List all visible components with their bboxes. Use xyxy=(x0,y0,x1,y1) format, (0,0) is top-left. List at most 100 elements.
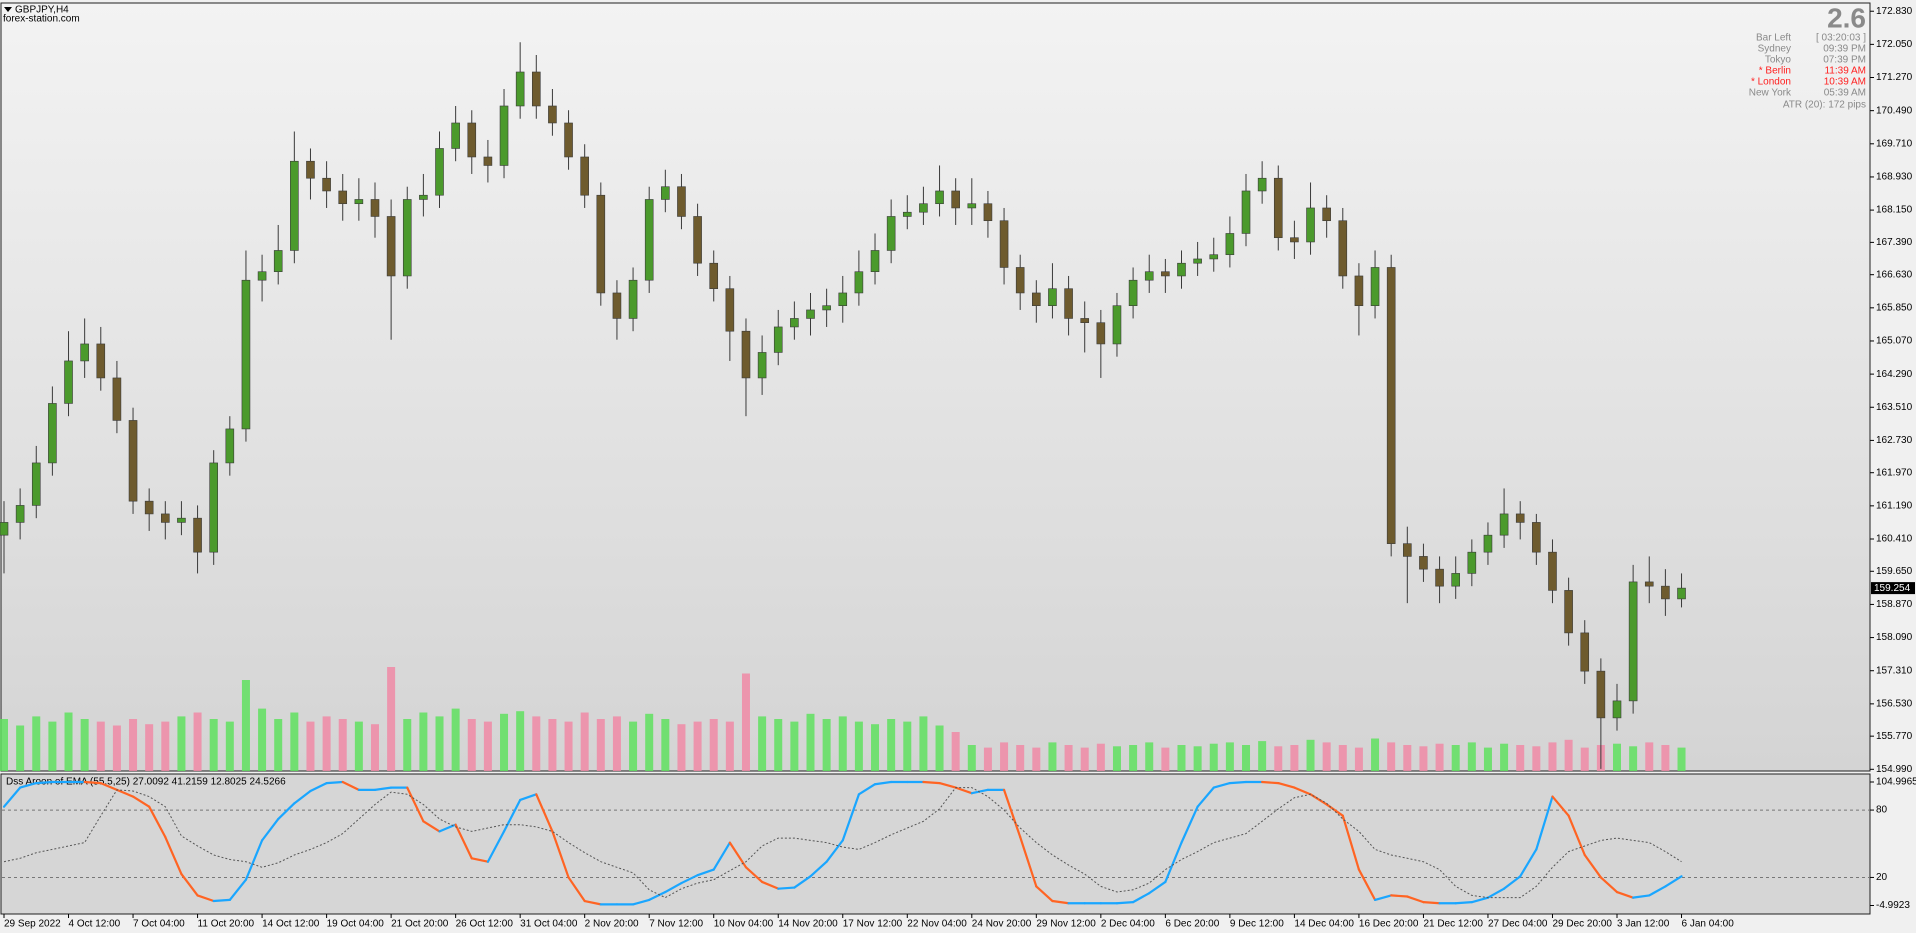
candle-body xyxy=(1677,587,1686,600)
candle-body xyxy=(1015,267,1025,294)
indicator-segment xyxy=(567,876,586,903)
candle-body xyxy=(0,522,9,536)
x-tick-label: 29 Nov 12:00 xyxy=(1036,919,1096,930)
indicator-segment xyxy=(83,780,102,785)
indicator-segment xyxy=(761,880,780,890)
volume-bar xyxy=(1225,742,1234,771)
volume-bar xyxy=(1677,747,1686,771)
indicator-segment xyxy=(277,802,296,821)
volume-bar xyxy=(48,721,57,771)
candle-body xyxy=(193,517,202,553)
volume-bar xyxy=(983,747,992,771)
y-tick-label: 160.410 xyxy=(1876,534,1913,545)
source-label: forex-station.com xyxy=(3,14,80,25)
volume-bar xyxy=(435,716,444,771)
atr-label: ATR (20): 172 pips xyxy=(1783,100,1866,111)
indicator-segment xyxy=(1277,782,1296,789)
candle-body xyxy=(209,462,218,553)
info-row-value: 11:39 AM xyxy=(1824,66,1866,77)
volume-bar xyxy=(1467,742,1476,771)
indicator-segment xyxy=(1454,901,1473,905)
candle-body xyxy=(1612,700,1622,719)
candle-body xyxy=(1499,513,1509,536)
symbol-menu-arrow[interactable] xyxy=(4,7,12,12)
volume-bar xyxy=(483,721,492,771)
candle-body xyxy=(644,199,654,281)
x-tick-label: 7 Nov 12:00 xyxy=(649,919,703,930)
volume-bar xyxy=(725,721,734,771)
volume-bar xyxy=(451,708,460,771)
candle-body xyxy=(1467,551,1477,574)
candle-body xyxy=(1161,271,1170,277)
indicator-segment xyxy=(1632,894,1651,899)
indicator-segment xyxy=(1341,814,1361,871)
y-tick-label: 104.9965 xyxy=(1876,777,1916,788)
indicator-segment xyxy=(519,793,538,802)
indicator-segment xyxy=(1648,885,1667,897)
volume-bar xyxy=(612,716,621,771)
candle-body xyxy=(402,199,412,277)
info-row-value: 05:39 AM xyxy=(1824,88,1866,99)
info-row-label: * Berlin xyxy=(1759,66,1791,77)
volume-bar xyxy=(903,721,912,771)
candle-body xyxy=(515,71,525,107)
x-tick-label: 11 Oct 20:00 xyxy=(198,919,255,930)
x-tick-label: 4 Oct 12:00 xyxy=(69,919,121,930)
y-tick-label: 156.530 xyxy=(1876,699,1913,710)
indicator-segment xyxy=(1131,892,1151,904)
volume-bar xyxy=(80,719,89,771)
indicator-segment xyxy=(664,881,683,894)
volume-bar xyxy=(693,721,702,771)
candle-body xyxy=(1419,556,1428,570)
x-tick-label: 24 Nov 20:00 xyxy=(972,919,1032,930)
volume-bar xyxy=(1500,743,1509,771)
candle-body xyxy=(999,220,1009,268)
indicator-segment xyxy=(1357,868,1377,901)
candle-body xyxy=(1290,237,1299,243)
indicator-segment xyxy=(1422,901,1441,905)
volume-bar xyxy=(709,719,718,771)
volume-bar xyxy=(887,719,896,771)
indicator-segment xyxy=(648,890,667,901)
indicator-segment xyxy=(212,898,231,903)
volume-bar xyxy=(1371,738,1380,771)
info-panel: Bar Left [ 03:20:03 ] Sydney 09:39 PM Tokyo 0… xyxy=(1749,33,1866,99)
volume-bar xyxy=(1580,747,1589,771)
candle-body xyxy=(1370,267,1380,307)
candle-body xyxy=(1096,322,1106,345)
candle-body xyxy=(612,292,622,319)
volume-bar xyxy=(629,721,638,771)
indicator-segment xyxy=(1390,894,1409,898)
volume-bar xyxy=(645,713,654,771)
candle-body xyxy=(1596,670,1606,719)
indicator-segment xyxy=(1293,786,1312,796)
volume-bar xyxy=(354,721,363,771)
indicator-segment xyxy=(696,868,715,877)
volume-bar xyxy=(774,719,783,771)
candle-body xyxy=(1354,275,1364,307)
x-tick-label: 14 Nov 20:00 xyxy=(778,919,838,930)
volume-bar xyxy=(854,721,863,771)
volume-bar xyxy=(1387,742,1396,771)
volume-bar xyxy=(1306,739,1315,771)
volume-bar xyxy=(790,721,799,771)
indicator-segment xyxy=(535,793,554,833)
y-tick-label: 158.090 xyxy=(1876,632,1913,643)
y-tick-label: 161.190 xyxy=(1876,500,1913,511)
indicator-segment xyxy=(1115,901,1135,905)
indicator-segment xyxy=(1373,894,1393,901)
candle-body xyxy=(693,216,702,264)
x-tick-label: 6 Dec 20:00 xyxy=(1165,919,1219,930)
candle-body xyxy=(531,71,541,107)
indicator-segment xyxy=(1019,835,1038,888)
indicator-segment xyxy=(341,780,360,791)
candle-body xyxy=(838,292,848,307)
candle-body xyxy=(306,160,315,179)
info-row-label: New York xyxy=(1749,88,1792,99)
x-tick-label: 29 Dec 20:00 xyxy=(1552,919,1612,930)
candle-body xyxy=(370,199,380,217)
candle-body xyxy=(822,305,831,311)
volume-bar xyxy=(1258,741,1267,771)
x-tick-label: 21 Dec 12:00 xyxy=(1423,919,1483,930)
indicator-segment xyxy=(406,786,425,823)
